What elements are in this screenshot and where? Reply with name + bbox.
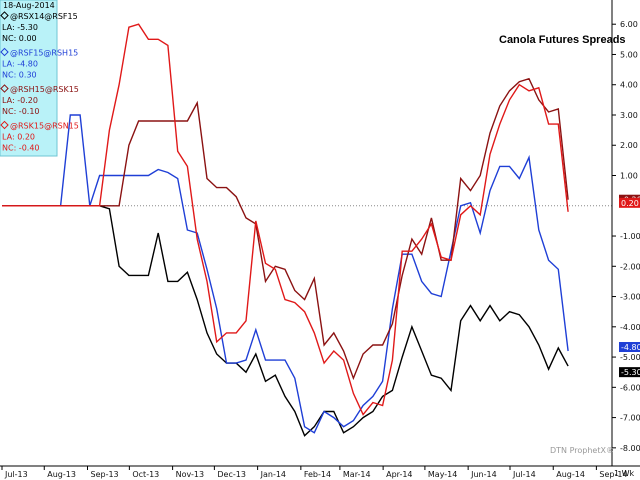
last-value-badge-text: 0.20	[621, 199, 639, 208]
y-tick-label: -4.00	[620, 323, 640, 332]
x-tick-label: Jul-13	[4, 470, 28, 479]
y-tick-label: 3.00	[620, 111, 638, 120]
last-value-badge-text: -4.80	[621, 343, 640, 352]
y-tick-label: -3.00	[620, 293, 640, 302]
y-tick-label: -1.00	[620, 232, 640, 241]
corner-label: 1 Wk	[614, 469, 635, 478]
x-tick-label: Aug-13	[47, 470, 76, 479]
x-tick-label: Mar-14	[343, 470, 371, 479]
last-value-badges: -5.30-4.80-0.200.20	[619, 194, 640, 378]
y-tick-label: 2.00	[620, 141, 638, 150]
legend-series-nc: NC: -0.40	[2, 144, 40, 153]
legend-box: 18-Aug-2014 @RSX14@RSF15 LA: -5.30 NC: 0.0…	[0, 0, 79, 157]
legend-swatch	[0, 120, 9, 130]
legend-series-nc: NC: 0.00	[2, 34, 37, 43]
x-tick-label: Sep-13	[90, 470, 118, 479]
y-tick-label: 5.00	[620, 50, 638, 59]
legend-swatch	[0, 84, 9, 93]
legend-series-la: LA: -0.20	[2, 96, 38, 105]
x-tick-label: May-14	[428, 470, 457, 479]
watermark: DTN ProphetX®	[550, 446, 614, 455]
y-tick-label: 1.00	[620, 172, 638, 181]
y-tick-label: -6.00	[620, 383, 640, 392]
legend-series-nc: NC: 0.30	[2, 71, 37, 80]
x-tick-label: Aug-14	[556, 470, 585, 479]
last-value-badge	[619, 342, 640, 353]
right-axis-panel	[612, 0, 640, 466]
legend-background	[0, 0, 58, 157]
legend-entries: @RSX14@RSF15 LA: -5.30 NC: 0.00 @RSF15@RSH1…	[0, 11, 79, 153]
x-tick-label: Apr-14	[386, 470, 412, 479]
last-value-badge-text: -5.30	[621, 368, 640, 377]
y-tick-label: -2.00	[620, 262, 640, 271]
legend-series-name: @RSH15@RSK15	[10, 85, 79, 94]
chart-title: Canola Futures Spreads	[499, 34, 626, 46]
last-value-badge	[619, 367, 640, 378]
legend-series-la: LA: 0.20	[2, 133, 35, 142]
legend-date: 18-Aug-2014	[3, 1, 55, 10]
legend-swatch	[0, 11, 9, 20]
x-tick-label: Feb-14	[304, 470, 331, 479]
legend-series-nc: NC: -0.10	[2, 107, 40, 116]
y-tick-label: 6.00	[620, 20, 638, 29]
legend-series-name: @RSX14@RSF15	[10, 12, 78, 21]
y-tick-label: -5.00	[620, 353, 640, 362]
series-line-2	[2, 114, 569, 434]
legend-swatch	[0, 47, 9, 57]
last-value-badge	[619, 197, 640, 208]
x-tick-label: Jul-14	[512, 470, 536, 479]
x-tick-label: Jan-14	[260, 470, 286, 479]
legend-series-la: LA: -4.80	[2, 60, 38, 69]
y-tick-label: -8.00	[620, 444, 640, 453]
y-tick-label: 4.00	[620, 81, 638, 90]
x-tick-label: Oct-13	[132, 470, 159, 479]
legend-series-name: @RSF15@RSH15	[10, 49, 78, 58]
x-tick-label: Dec-13	[217, 470, 246, 479]
y-tick-label: -7.00	[620, 414, 640, 423]
x-tick-label: Nov-13	[176, 470, 204, 479]
y-axis-ticks: 6.00 5.00 4.00 3.00 2.00 1.00 -1.00 -2.00 -3.00 -…	[612, 20, 640, 453]
series-line-4	[2, 23, 569, 416]
x-axis-ticks: Jul-13 Aug-13 Sep-13 Oct-13 Nov-13 Dec-13 Jan-…	[1, 466, 628, 479]
x-tick-label: Sep-14	[599, 470, 627, 479]
series-layer	[2, 23, 569, 437]
legend-series-la: LA: -5.30	[2, 23, 38, 32]
x-tick-label: Jun-14	[470, 470, 497, 479]
legend-series-name: @RSK15@RSN15	[10, 122, 79, 131]
